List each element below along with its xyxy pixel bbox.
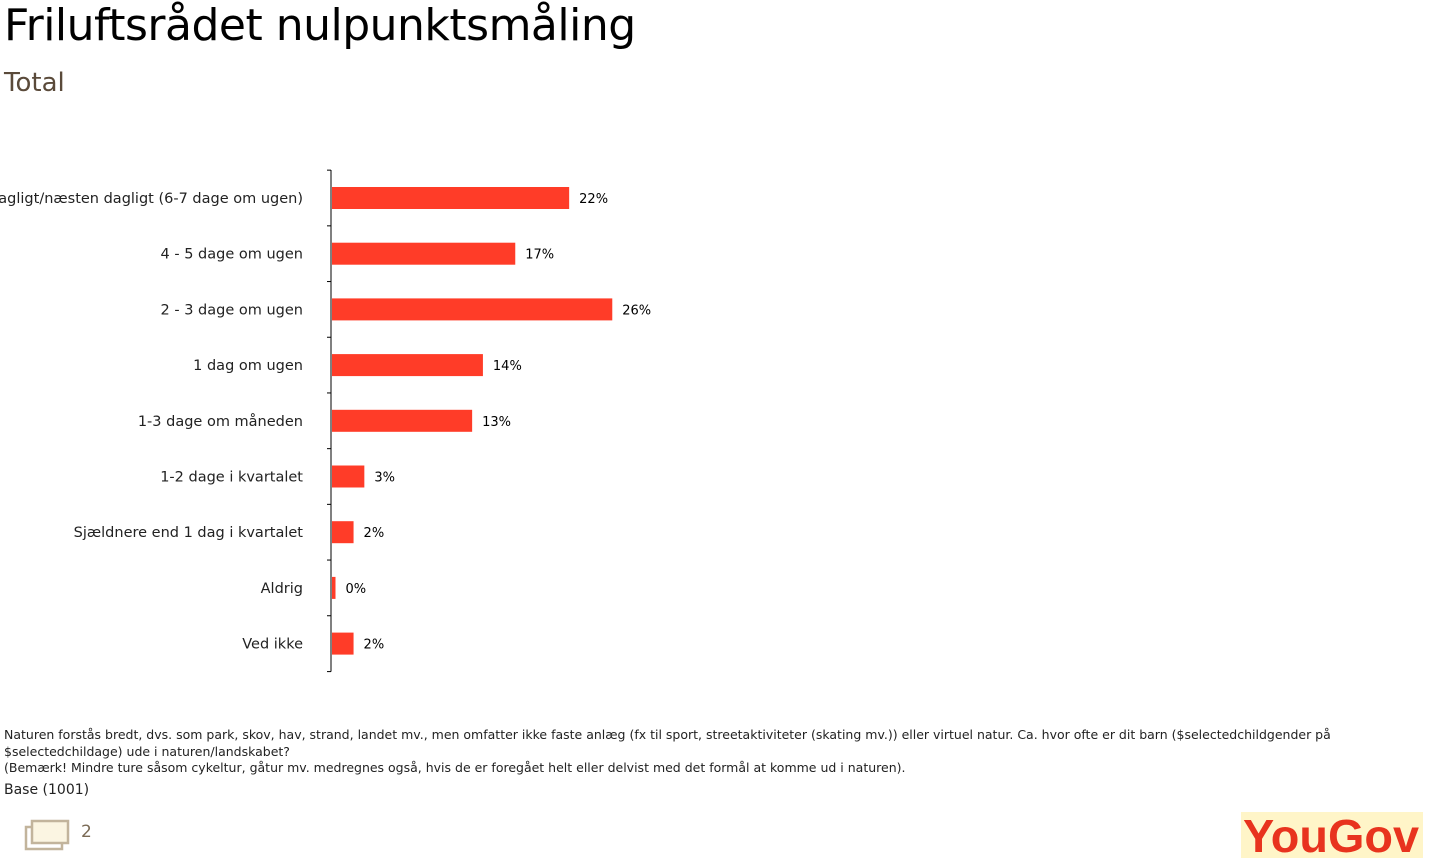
base-count: Base (1001): [4, 782, 90, 798]
category-label: Ved ikke: [242, 637, 303, 653]
category-label: Sjældnere end 1 dag i kvartalet: [74, 525, 304, 541]
category-label: 2 - 3 dage om ugen: [161, 302, 303, 318]
footnote-note: (Bemærk! Mindre ture såsom cykeltur, gåt…: [4, 760, 906, 775]
category-label: 4 - 5 dage om ugen: [161, 247, 303, 263]
data-label: 2%: [364, 638, 385, 653]
logo-text: YouGov: [1243, 812, 1419, 858]
data-label: 2%: [364, 526, 385, 541]
data-label: 14%: [493, 359, 522, 374]
data-label: 22%: [579, 192, 608, 207]
category-label: Aldrig: [261, 581, 303, 597]
bar: [332, 521, 354, 544]
slides-icon: [24, 819, 70, 851]
page-title: Friluftsrådet nulpunktsmåling: [4, 0, 636, 51]
data-label: 26%: [622, 303, 651, 318]
category-label: Dagligt/næsten dagligt (6-7 dage om ugen…: [0, 191, 303, 207]
page-number: 2: [81, 822, 92, 842]
yougov-logo: YouGov: [1241, 812, 1423, 858]
bar: [332, 242, 516, 265]
bar: [332, 409, 473, 432]
bar: [332, 187, 570, 209]
logo-background: [1241, 812, 1423, 858]
bar: [332, 298, 613, 321]
data-label: 3%: [374, 471, 395, 486]
data-label: 17%: [525, 248, 554, 263]
bar: [332, 354, 483, 377]
category-label: 1-2 dage i kvartalet: [160, 470, 303, 486]
data-label: 13%: [482, 415, 511, 430]
footnote-question: Naturen forstås bredt, dvs. som park, sk…: [4, 727, 1331, 759]
bar: [332, 465, 365, 488]
category-label: 1-3 dage om måneden: [138, 413, 303, 430]
bar: [332, 576, 336, 599]
data-label: 0%: [346, 582, 367, 597]
footnote: Naturen forstås bredt, dvs. som park, sk…: [4, 727, 1384, 777]
bar-chart: Dagligt/næsten dagligt (6-7 dage om ugen…: [0, 169, 651, 673]
bar: [332, 632, 354, 655]
page-subtitle: Total: [4, 68, 65, 98]
category-label: 1 dag om ugen: [193, 358, 303, 374]
